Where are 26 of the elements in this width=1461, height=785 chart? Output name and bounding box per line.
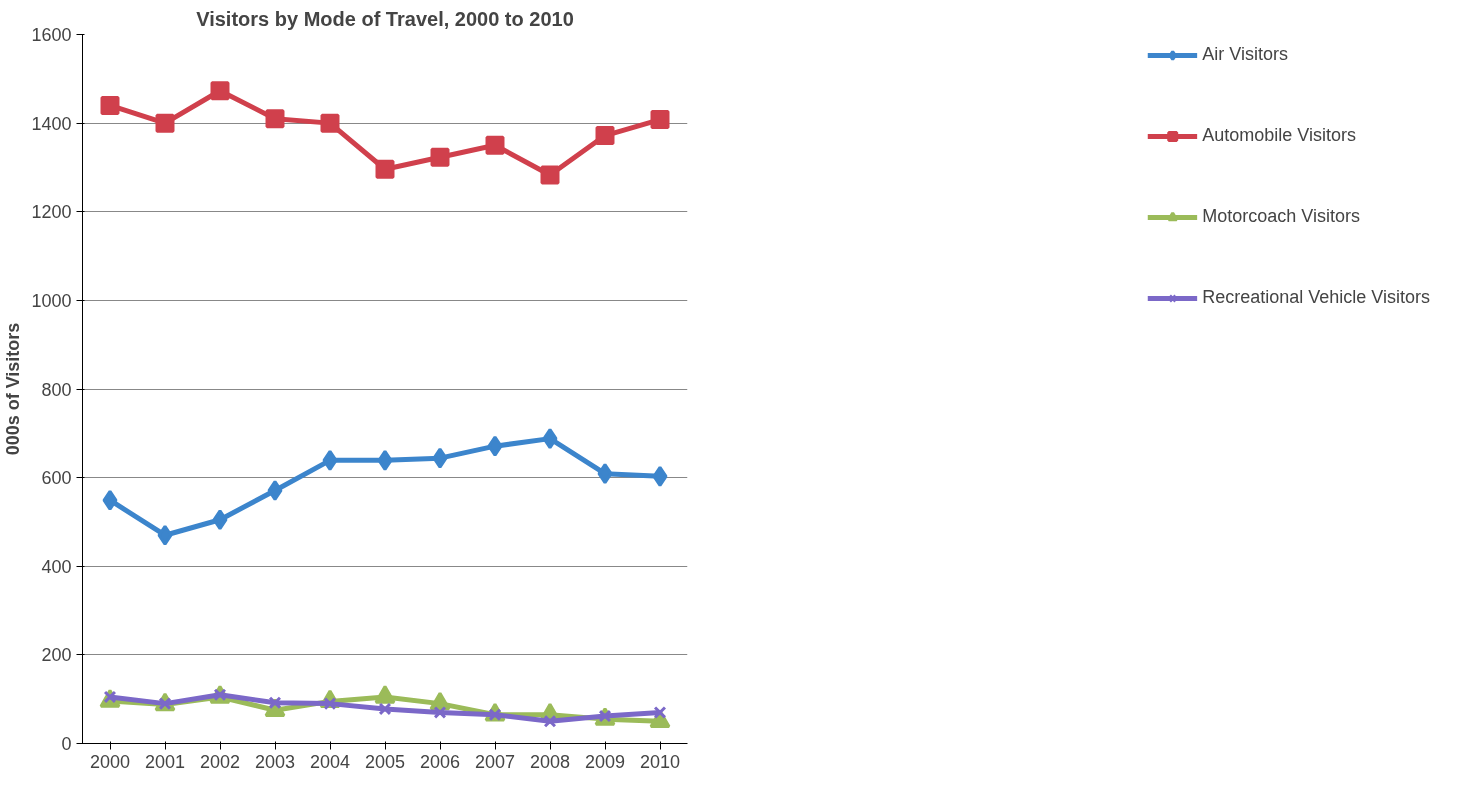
- x-tick-label: 2000: [89, 751, 131, 772]
- x-tick-label: 2007: [474, 751, 516, 772]
- y-tick-label: 800: [41, 379, 72, 400]
- x-tick-label: 2004: [309, 751, 351, 772]
- x-tick-label: 2002: [199, 751, 241, 772]
- x-tick-label: 2005: [364, 751, 406, 772]
- y-axis-title: 000s of Visitors: [3, 322, 24, 456]
- y-tick-label: 1600: [31, 25, 72, 45]
- chart-title: Visitors by Mode of Travel, 2000 to 2010: [196, 7, 574, 30]
- x-tick-label: 2006: [419, 751, 461, 772]
- x-tick-label: 2008: [529, 751, 571, 772]
- legend-label: Motorcoach Visitors: [1202, 206, 1360, 227]
- y-tick-label: 1200: [31, 202, 72, 223]
- x-tick-label: 2010: [639, 751, 681, 772]
- y-tick-label: 200: [41, 645, 72, 666]
- y-tick-label: 600: [41, 468, 72, 489]
- x-tick-label: 2001: [144, 751, 186, 772]
- legend-label: Automobile Visitors: [1202, 125, 1356, 146]
- y-tick-label: 0: [61, 734, 72, 754]
- legend-label: Air Visitors: [1202, 44, 1288, 65]
- y-tick-label: 400: [41, 556, 72, 577]
- y-tick-label: 1400: [31, 113, 72, 134]
- x-tick-label: 2009: [584, 751, 626, 772]
- y-tick-label: 1000: [31, 290, 72, 311]
- x-tick-label: 2003: [254, 751, 296, 772]
- legend-label: Recreational Vehicle Visitors: [1202, 287, 1430, 308]
